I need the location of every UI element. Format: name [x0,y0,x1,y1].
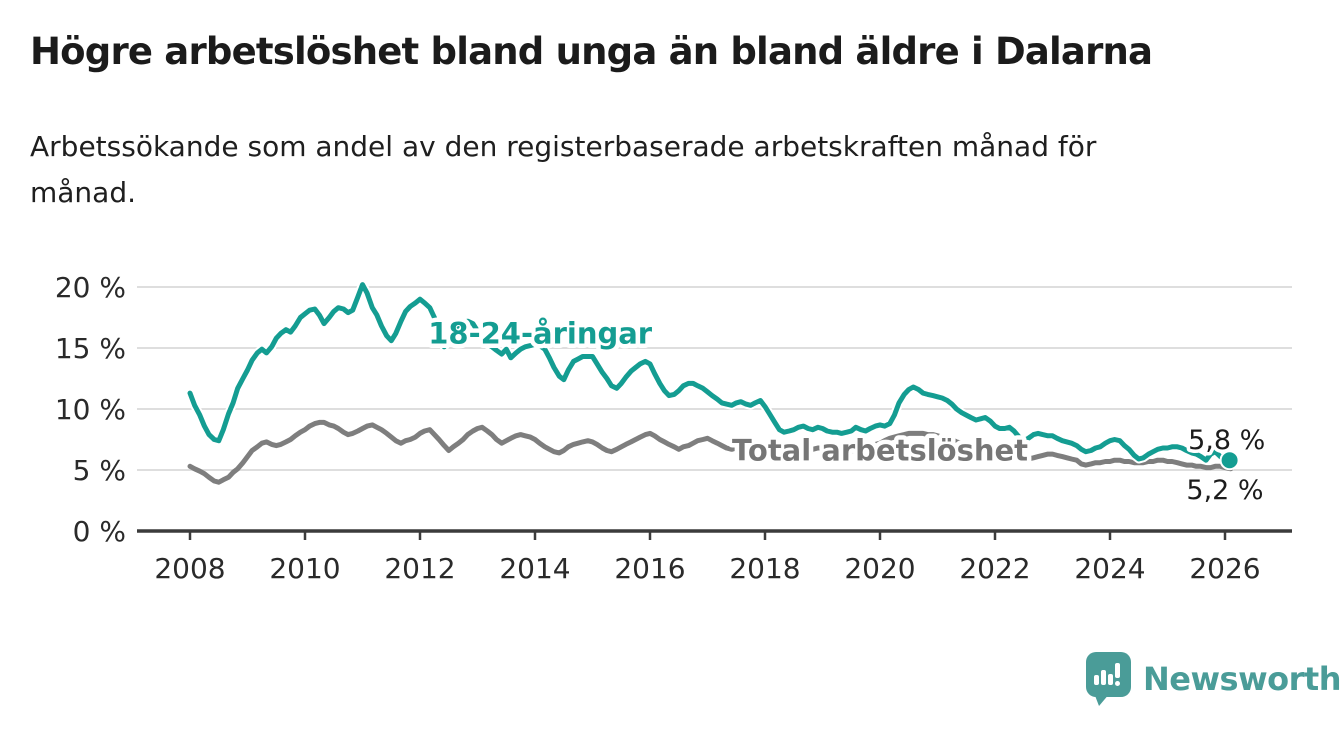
x-axis-label-2020: 2020 [844,552,915,585]
y-axis-label-15: 15 % [55,332,126,365]
bar-chart-speech-bubble-icon [1086,652,1131,706]
series-label-1: Total arbetslöshet [732,433,1028,467]
x-axis-label-2018: 2018 [729,552,800,585]
newsworthy-logo: Newsworthy [1085,651,1340,707]
y-axis-label-20: 20 % [55,271,126,304]
x-axis-label-2008: 2008 [154,552,225,585]
end-value-label-0: 5,8 % [1188,425,1265,456]
youth-series-line [187,282,1233,463]
y-axis-label-5: 5 % [73,454,126,487]
x-axis-label-2022: 2022 [959,552,1030,585]
chart-subtitle: Arbetssökande som andel av den registerb… [30,124,1230,216]
total-series-line [187,419,1234,485]
x-axis-label-2016: 2016 [614,552,685,585]
y-axis-label-10: 10 % [55,393,126,426]
x-axis-label-2014: 2014 [499,552,570,585]
x-axis-label-2026: 2026 [1189,552,1260,585]
chart-title: Högre arbetslöshet bland unga än bland ä… [30,30,1153,73]
series-label-0: 18-24-åringar [428,316,653,350]
end-value-label-1: 5,2 % [1186,475,1263,506]
y-axis-label-0: 0 % [73,515,126,548]
chart-subtitle-line-1: Arbetssökande som andel av den registerb… [30,130,1097,163]
newsworthy-wordmark: Newsworthy [1143,660,1340,698]
x-axis-label-2010: 2010 [269,552,340,585]
youth-series-end-dot [1219,450,1240,471]
x-axis-label-2024: 2024 [1074,552,1145,585]
chart-subtitle-line-2: månad. [30,176,137,209]
x-axis-label-2012: 2012 [384,552,455,585]
